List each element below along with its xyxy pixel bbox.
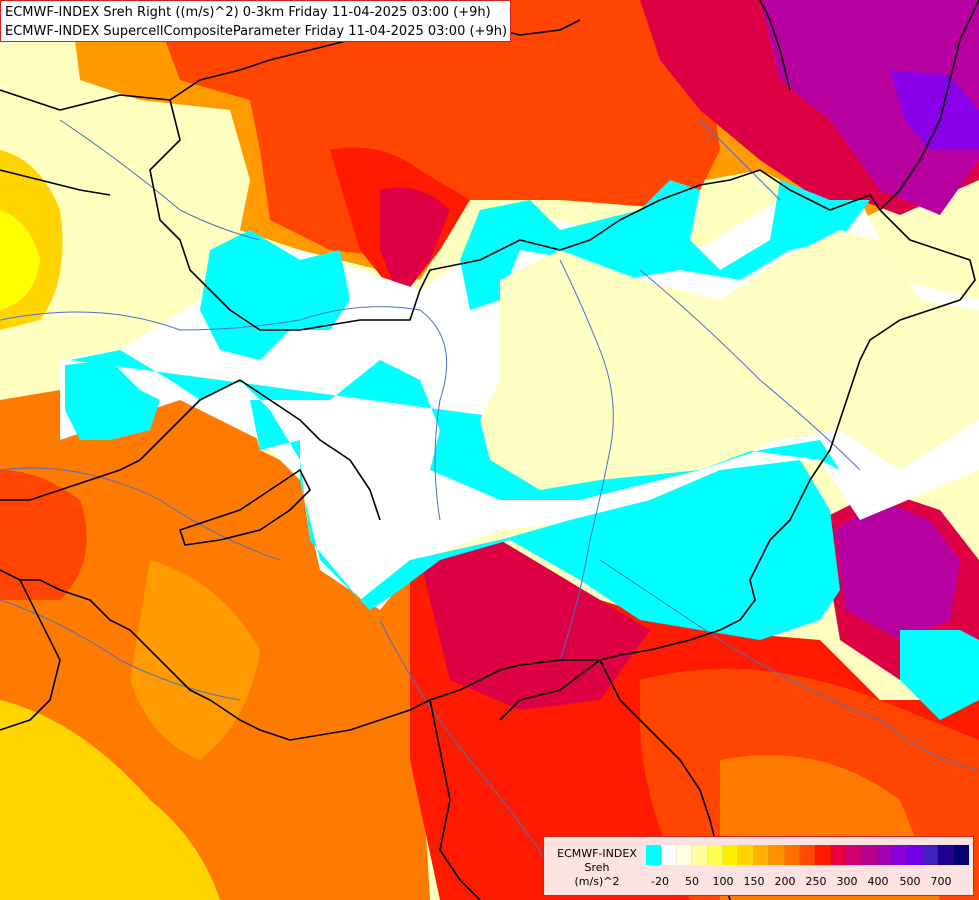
field-lightyellow-central: [480, 230, 979, 490]
legend-swatch: [676, 845, 693, 865]
field-magenta-north: [760, 0, 979, 215]
legend-tick-label: 50: [685, 875, 699, 888]
border-line: [0, 209, 976, 741]
legend-swatch: [953, 845, 970, 865]
river-line: [59, 119, 261, 241]
legend-swatch: [923, 845, 939, 865]
legend-swatch: [830, 845, 847, 865]
field-redorange-west: [0, 470, 87, 600]
legend-swatch: [707, 845, 723, 865]
legend-tick-label: 400: [867, 875, 889, 888]
border-line: [0, 89, 881, 331]
river-line: [699, 119, 781, 201]
legend-swatch: [722, 845, 739, 865]
legend-tick-label: 150: [743, 875, 765, 888]
legend-tick-label: 300: [836, 875, 858, 888]
river-line: [559, 259, 614, 661]
field-cyan-east: [900, 630, 979, 720]
legend-swatch: [815, 845, 831, 865]
field-cyan-central: [70, 350, 840, 640]
legend-swatch: [938, 845, 954, 865]
border-line: [429, 699, 481, 900]
rivers: [0, 119, 979, 881]
field-purple-north: [890, 70, 979, 150]
map-title-box: ECMWF-INDEX Sreh Right ((m/s)^2) 0-3km F…: [0, 0, 511, 42]
border-line: [759, 0, 791, 91]
border-line: [0, 169, 111, 196]
border-line: [0, 579, 61, 731]
legend-swatch: [892, 845, 908, 865]
river-line: [599, 559, 979, 771]
legend-swatch: [692, 845, 708, 865]
field-magenta-southeast: [835, 500, 960, 640]
border-line: [179, 469, 311, 546]
legend-swatch: [661, 845, 677, 865]
field-crimson-south: [420, 540, 650, 710]
legend-title-line: (m/s)^2: [574, 875, 620, 888]
legend-swatch: [861, 845, 877, 865]
map-title-line-2: ECMWF-INDEX SupercellCompositeParameter …: [5, 24, 508, 39]
border-line: [499, 659, 601, 721]
field-cyan-west: [65, 360, 160, 440]
color-legend: ECMWF-INDEX Sreh (m/s)^2 -20 50 100 150 200 2…: [543, 836, 974, 896]
legend-swatch: [769, 845, 785, 865]
legend-swatch: [907, 845, 924, 865]
field-orange-southwest2: [130, 560, 260, 760]
legend-swatch: [646, 845, 662, 865]
border-line: [239, 379, 381, 521]
legend-swatch: [876, 845, 893, 865]
field-cyan-north2: [460, 180, 870, 310]
legend-swatch: [738, 845, 754, 865]
legend-swatch: [784, 845, 800, 865]
legend-title: ECMWF-INDEX Sreh (m/s)^2: [549, 847, 645, 889]
legend-tick-label: 100: [712, 875, 734, 888]
river-line: [0, 467, 281, 561]
river-line: [379, 619, 561, 881]
legend-swatch: [753, 845, 770, 865]
field-yellow-left: [0, 210, 40, 310]
legend-title-line: ECMWF-INDEX: [557, 847, 637, 860]
legend-tick-label: -20: [651, 875, 669, 888]
border-line: [0, 379, 241, 501]
legend-title-line: Sreh: [584, 861, 610, 874]
legend-tick-labels: -20 50 100 150 200 250 300 400 500 700: [646, 875, 971, 889]
legend-tick-label: 500: [899, 875, 921, 888]
field-red-north: [150, 0, 720, 260]
legend-swatch: [799, 845, 816, 865]
legend-swatch: [846, 845, 862, 865]
legend-color-scale: [646, 845, 970, 865]
field-gold-southwest: [0, 700, 220, 900]
river-line: [0, 306, 448, 521]
legend-tick-label: 200: [774, 875, 796, 888]
legend-tick-label: 700: [930, 875, 952, 888]
border-line: [879, 0, 979, 211]
legend-tick-label: 250: [805, 875, 827, 888]
field-crimson-northwest: [380, 187, 450, 300]
map-title-line-1: ECMWF-INDEX Sreh Right ((m/s)^2) 0-3km F…: [5, 5, 491, 20]
